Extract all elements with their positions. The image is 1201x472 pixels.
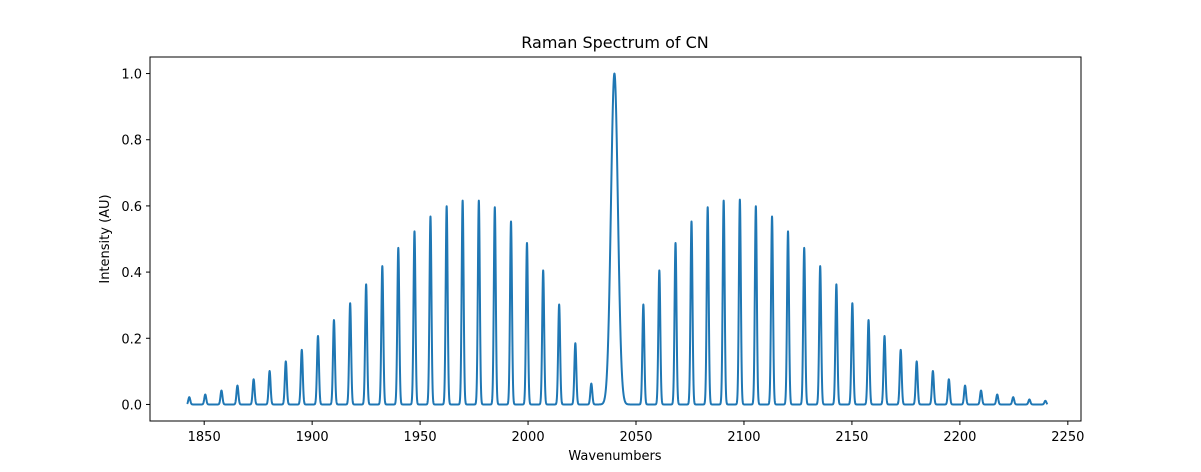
x-tick-label: 2100 bbox=[727, 430, 760, 445]
x-tick-label: 2200 bbox=[943, 430, 976, 445]
spectrum-line bbox=[186, 72, 1049, 406]
x-tick-label: 1850 bbox=[188, 430, 221, 445]
x-tick-label: 2000 bbox=[512, 430, 545, 445]
y-tick-label: 0.8 bbox=[121, 134, 142, 149]
x-tick-label: 2150 bbox=[835, 430, 868, 445]
y-tick-label: 1.0 bbox=[121, 68, 142, 83]
y-axis-label: Intensity (AU) bbox=[98, 194, 113, 283]
x-tick-label: 1900 bbox=[296, 430, 329, 445]
y-axis-ticks: 0.0 0.2 0.4 0.6 0.8 1.0 bbox=[121, 68, 150, 413]
y-tick-label: 0.0 bbox=[121, 398, 142, 413]
plot-frame bbox=[149, 56, 1082, 422]
y-tick-label: 0.4 bbox=[121, 266, 142, 281]
x-axis-label: Wavenumbers bbox=[568, 449, 661, 464]
x-tick-label: 2050 bbox=[619, 430, 652, 445]
y-tick-label: 0.6 bbox=[121, 200, 142, 215]
y-tick-label: 0.2 bbox=[121, 332, 142, 347]
x-tick-label: 2250 bbox=[1051, 430, 1084, 445]
x-tick-label: 1950 bbox=[404, 430, 437, 445]
chart-title: Raman Spectrum of CN bbox=[521, 33, 708, 52]
x-axis-ticks: 1850 1900 1950 2000 2050 2100 2150 2200 2250 bbox=[188, 421, 1084, 445]
